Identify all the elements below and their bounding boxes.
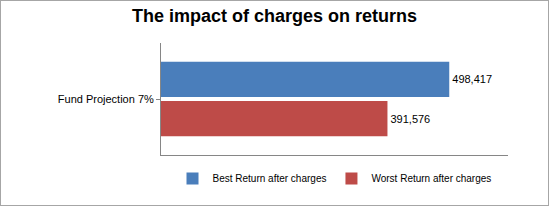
svg-text:391,576: 391,576 — [390, 113, 430, 125]
svg-text:The impact of charges on retur: The impact of charges on returns — [132, 6, 417, 26]
svg-text:498,417: 498,417 — [452, 73, 492, 85]
svg-text:Fund Projection 7%: Fund Projection 7% — [58, 93, 154, 105]
svg-text:Worst Return after charges: Worst Return after charges — [371, 173, 491, 184]
svg-text:Best Return after charges: Best Return after charges — [213, 173, 327, 184]
